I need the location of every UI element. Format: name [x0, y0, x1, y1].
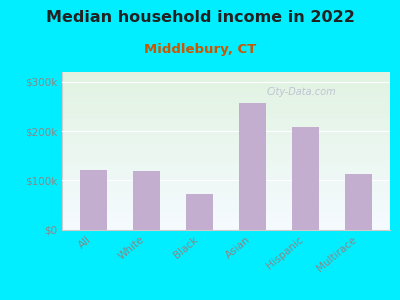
Bar: [292, 127, 319, 230]
Bar: [344, 174, 372, 230]
Bar: [239, 103, 266, 230]
Bar: [186, 194, 213, 230]
Text: Middlebury, CT: Middlebury, CT: [144, 44, 256, 56]
Text: City-Data.com: City-Data.com: [267, 88, 336, 98]
Bar: [80, 170, 108, 230]
Text: Median household income in 2022: Median household income in 2022: [46, 11, 354, 26]
Bar: [133, 171, 160, 230]
